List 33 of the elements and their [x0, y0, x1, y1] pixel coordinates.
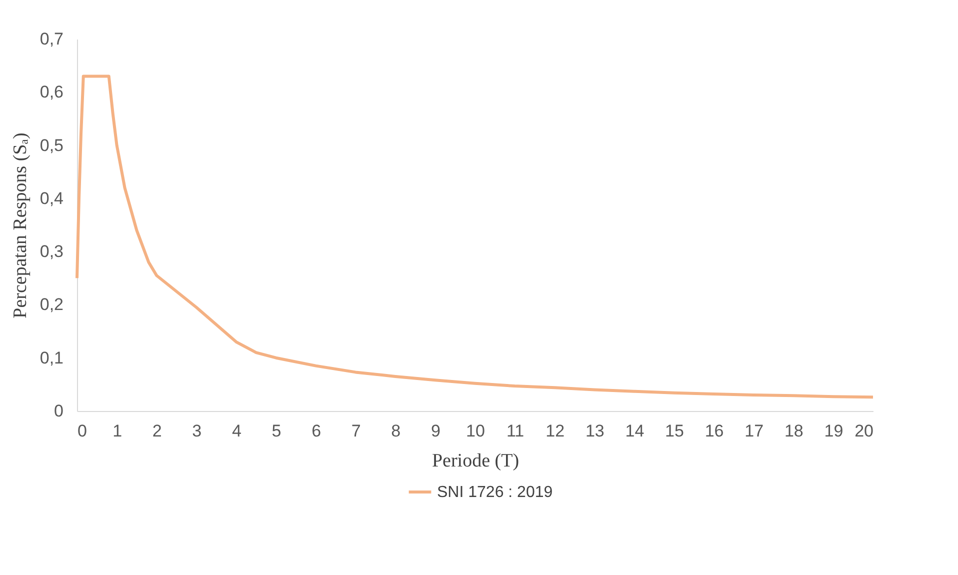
x-tick-label: 20 — [854, 422, 874, 440]
x-tick-label: 7 — [351, 422, 361, 440]
x-axis-title: Periode (T) — [432, 450, 520, 472]
x-tick-label: 13 — [585, 422, 604, 440]
x-tick-label: 11 — [506, 422, 524, 440]
x-tick-label: 12 — [546, 422, 565, 440]
x-tick-label: 4 — [232, 422, 242, 440]
x-tick-label: 9 — [430, 422, 440, 440]
x-tick-label: 0 — [78, 422, 87, 440]
x-tick-label: 10 — [466, 422, 485, 440]
y-tick-label: 0,2 — [40, 295, 64, 314]
x-tick-label: 1 — [112, 422, 122, 440]
x-tick-label: 18 — [784, 422, 804, 440]
x-tick-label: 2 — [152, 422, 162, 440]
legend-label: SNI 1726 : 2019 — [437, 484, 553, 501]
y-axis-title: Percepatan Respons (Sₐ) — [10, 132, 31, 318]
x-tick-label: 19 — [824, 422, 844, 440]
x-tick-label: 15 — [665, 422, 684, 440]
x-tick-label: 14 — [625, 422, 644, 440]
x-tick-label: 6 — [312, 422, 322, 440]
y-tick-label: 0 — [54, 402, 64, 420]
y-tick-label: 0,7 — [40, 30, 64, 48]
x-tick-label: 8 — [391, 422, 401, 440]
y-tick-label: 0,5 — [40, 136, 64, 155]
y-tick-label: 0,4 — [40, 188, 64, 208]
y-tick-label: 0,6 — [40, 82, 64, 102]
x-tick-label: 17 — [744, 422, 764, 440]
y-tick-label: 0,1 — [40, 348, 64, 368]
line-series — [76, 74, 874, 399]
y-tick-label: 0,3 — [40, 242, 64, 262]
x-tick-label: 3 — [192, 422, 202, 440]
x-tick-label: 5 — [272, 422, 282, 440]
x-tick-label: 16 — [704, 422, 724, 440]
